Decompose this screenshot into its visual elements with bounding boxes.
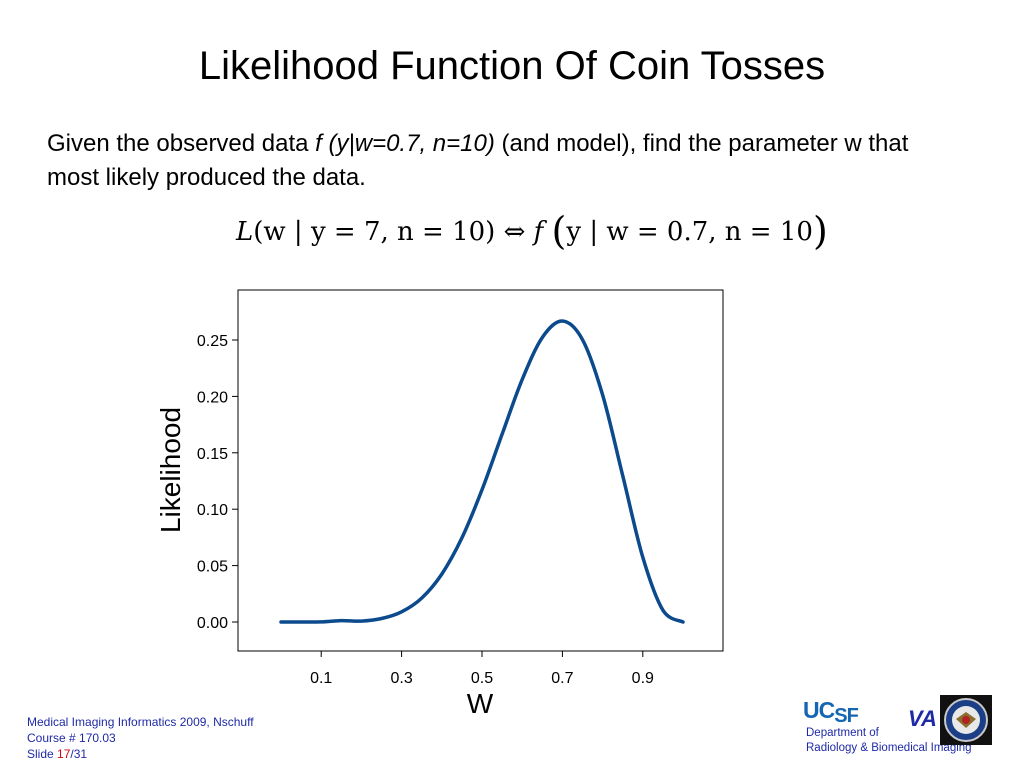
ucsf-logo: UCSF [803, 697, 859, 727]
department-line-1: Department of [806, 727, 879, 739]
footer-course-number: Course # 170.03 [27, 731, 116, 745]
formula-equivalence-arrow: ⇔ [503, 217, 526, 247]
likelihood-series-line [279, 319, 685, 624]
department-label: Department of Radiology & Biomedical Ima… [806, 726, 972, 756]
formula-rhs-fn: f [533, 217, 544, 247]
footer-slide-total: /31 [70, 747, 88, 761]
formula-close-paren: ) [812, 209, 828, 253]
ucsf-logo-uc: UC [803, 697, 835, 723]
formula-lhs-fn: L [236, 217, 254, 247]
x-tick-label-0: 0.1 [310, 670, 332, 687]
y-tick-label-3: 0.15 [197, 446, 228, 463]
intro-text: Given the observed data f (y|w=0.7, n=10… [47, 127, 947, 195]
va-seal-icon [940, 695, 992, 745]
y-axis-label: Likelihood [155, 407, 186, 533]
x-tick-label-1: 0.3 [390, 670, 412, 687]
x-tick-label-4: 0.9 [632, 670, 654, 687]
ucsf-logo-sf: SF [834, 705, 859, 727]
footer: Medical Imaging Informatics 2009, Nschuf… [27, 714, 254, 762]
x-axis-label: W [467, 688, 494, 719]
intro-text-start: Given the observed data [47, 130, 316, 157]
y-tick-label-2: 0.10 [197, 502, 228, 519]
formula-rhs-args: y | w = 0.7, n = 10 [566, 217, 813, 247]
intro-text-end: (and model), find the parameter w that m… [47, 130, 909, 191]
slide-title: Likelihood Function Of Coin Tosses [198, 44, 826, 88]
y-tick-label-4: 0.20 [197, 389, 228, 406]
x-tick-label-3: 0.7 [551, 670, 573, 687]
formula-lhs-args: (w | y = 7, n = 10) [253, 217, 496, 247]
likelihood-formula: L(w | y = 7, n = 10) ⇔ f (y | w = 0.7, n… [236, 210, 828, 253]
intro-text-italic: f (y|w=0.7, n=10) [315, 130, 495, 157]
footer-slide-number: Slide 17/31 [27, 746, 254, 762]
y-tick-label-1: 0.05 [197, 559, 228, 576]
x-tick-label-2: 0.5 [471, 670, 493, 687]
footer-course-title: Medical Imaging Informatics 2009, Nschuf… [27, 715, 254, 729]
department-line-2: Radiology & Biomedical Imaging [806, 742, 972, 754]
y-tick-label-0: 0.00 [197, 615, 228, 632]
plot-frame [237, 289, 724, 652]
va-logo: VA [908, 706, 937, 731]
footer-slide-prefix: Slide [27, 747, 58, 761]
y-tick-label-5: 0.25 [197, 333, 228, 350]
footer-slide-current: 17 [57, 747, 71, 761]
formula-open-paren: ( [551, 209, 567, 253]
